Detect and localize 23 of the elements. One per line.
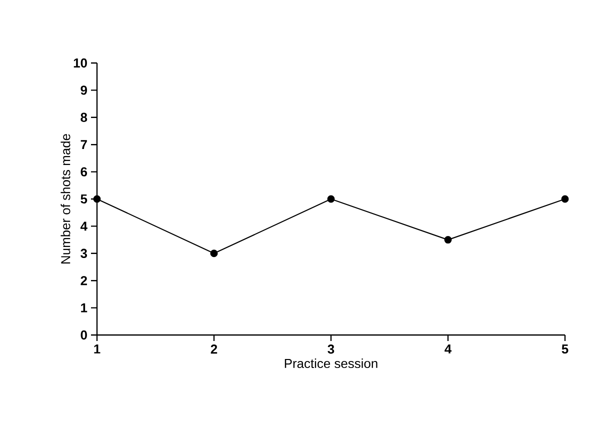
y-tick-label: 3 xyxy=(80,248,88,258)
y-tick-label: 0 xyxy=(80,330,87,340)
y-tick-label: 2 xyxy=(80,276,87,286)
y-tick-label: 4 xyxy=(80,222,88,231)
x-tick-label: 1 xyxy=(94,344,100,354)
y-tick-label: 5 xyxy=(80,194,88,204)
y-tick-label: 1 xyxy=(81,303,88,312)
y-tick-label: 10 xyxy=(74,58,87,68)
y-tick-label: 7 xyxy=(80,140,87,150)
point xyxy=(93,195,101,203)
point xyxy=(561,195,569,203)
x-tick-label: 3 xyxy=(328,344,334,354)
x-tick-label: 5 xyxy=(562,344,568,354)
x-tick-label: 2 xyxy=(210,344,218,354)
y-tick-label: 6 xyxy=(80,167,88,176)
point xyxy=(327,195,335,203)
y-axis-title: Number of shots made xyxy=(60,134,70,264)
y-tick-label: 8 xyxy=(80,112,88,122)
y-tick-label: 9 xyxy=(80,86,87,95)
x-tick-label: 4 xyxy=(444,344,452,354)
point xyxy=(444,236,452,244)
point xyxy=(210,250,218,258)
x-axis-title: Practice session xyxy=(284,358,378,368)
